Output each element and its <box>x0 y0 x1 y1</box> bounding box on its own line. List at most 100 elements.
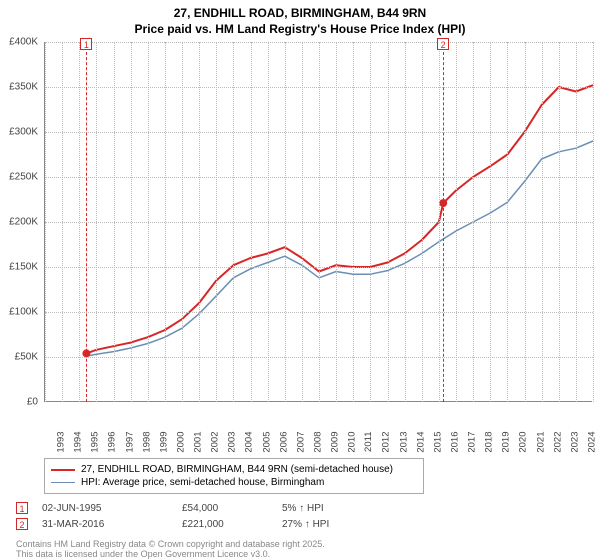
gridline-vertical <box>165 42 166 402</box>
x-tick-label: 1997 <box>124 432 135 453</box>
legend-swatch <box>51 469 75 471</box>
x-tick-label: 2015 <box>432 432 443 453</box>
event-id-marker: 1 <box>16 502 28 514</box>
gridline-vertical <box>182 42 183 402</box>
x-axis: 1993199419951996199719981999200020012002… <box>44 404 592 434</box>
gridline-vertical <box>593 42 594 402</box>
event-line <box>86 42 87 402</box>
x-tick-label: 2022 <box>552 432 563 453</box>
gridline-vertical <box>542 42 543 402</box>
event-date: 02-JUN-1995 <box>42 503 182 514</box>
y-tick-label: £0 <box>27 397 38 408</box>
gridline-vertical <box>216 42 217 402</box>
gridline-vertical <box>45 42 46 402</box>
gridline-vertical <box>507 42 508 402</box>
gridline-vertical <box>285 42 286 402</box>
legend: 27, ENDHILL ROAD, BIRMINGHAM, B44 9RN (s… <box>44 458 424 494</box>
gridline-vertical <box>79 42 80 402</box>
gridline-vertical <box>62 42 63 402</box>
title-line-1: 27, ENDHILL ROAD, BIRMINGHAM, B44 9RN <box>0 6 600 22</box>
footer: Contains HM Land Registry data © Crown c… <box>16 540 325 560</box>
x-tick-label: 1994 <box>73 432 84 453</box>
legend-label: 27, ENDHILL ROAD, BIRMINGHAM, B44 9RN (s… <box>81 464 393 475</box>
y-tick-label: £200K <box>9 217 38 228</box>
x-tick-label: 2014 <box>415 432 426 453</box>
gridline-vertical <box>148 42 149 402</box>
chart-title: 27, ENDHILL ROAD, BIRMINGHAM, B44 9RN Pr… <box>0 0 600 37</box>
gridline-vertical <box>559 42 560 402</box>
x-tick-label: 2024 <box>587 432 598 453</box>
x-tick-label: 2020 <box>518 432 529 453</box>
y-tick-label: £250K <box>9 172 38 183</box>
y-axis: £0£50K£100K£150K£200K£250K£300K£350K£400… <box>0 42 42 402</box>
y-tick-label: £50K <box>15 352 38 363</box>
event-price: £221,000 <box>182 519 282 530</box>
x-tick-label: 2023 <box>569 432 580 453</box>
event-id-marker: 2 <box>16 518 28 530</box>
x-tick-label: 2000 <box>176 432 187 453</box>
x-tick-label: 2007 <box>295 432 306 453</box>
gridline-vertical <box>490 42 491 402</box>
x-tick-label: 2006 <box>278 432 289 453</box>
x-tick-label: 2002 <box>210 432 221 453</box>
y-tick-label: £300K <box>9 127 38 138</box>
gridline-vertical <box>388 42 389 402</box>
gridline-vertical <box>405 42 406 402</box>
x-tick-label: 1998 <box>141 432 152 453</box>
x-tick-label: 2001 <box>193 432 204 453</box>
events-table: 102-JUN-1995£54,0005% ↑ HPI231-MAR-2016£… <box>16 500 362 532</box>
x-tick-label: 2005 <box>261 432 272 453</box>
event-price: £54,000 <box>182 503 282 514</box>
x-tick-label: 1996 <box>107 432 118 453</box>
legend-row: HPI: Average price, semi-detached house,… <box>51 476 417 489</box>
x-tick-label: 1995 <box>90 432 101 453</box>
gridline-vertical <box>422 42 423 402</box>
gridline-vertical <box>233 42 234 402</box>
event-delta: 5% ↑ HPI <box>282 503 362 514</box>
y-tick-label: £150K <box>9 262 38 273</box>
event-marker-box: 2 <box>437 38 449 50</box>
gridline-vertical <box>439 42 440 402</box>
x-tick-label: 2016 <box>450 432 461 453</box>
x-tick-label: 2011 <box>363 432 374 452</box>
series-hpi <box>86 141 593 356</box>
gridline-vertical <box>456 42 457 402</box>
x-tick-label: 2009 <box>330 432 341 453</box>
legend-row: 27, ENDHILL ROAD, BIRMINGHAM, B44 9RN (s… <box>51 463 417 476</box>
legend-label: HPI: Average price, semi-detached house,… <box>81 477 324 488</box>
x-tick-label: 2017 <box>467 432 478 453</box>
gridline-vertical <box>114 42 115 402</box>
title-line-2: Price paid vs. HM Land Registry's House … <box>0 22 600 38</box>
gridline-vertical <box>268 42 269 402</box>
gridline-vertical <box>251 42 252 402</box>
x-tick-label: 2012 <box>381 432 392 453</box>
gridline-vertical <box>319 42 320 402</box>
event-line <box>443 42 444 402</box>
x-tick-label: 2018 <box>484 432 495 453</box>
gridline-vertical <box>199 42 200 402</box>
x-tick-label: 2019 <box>501 432 512 453</box>
x-tick-label: 2003 <box>227 432 238 453</box>
y-tick-label: £400K <box>9 37 38 48</box>
event-row: 231-MAR-2016£221,00027% ↑ HPI <box>16 516 362 532</box>
event-delta: 27% ↑ HPI <box>282 519 362 530</box>
plot-area: 12 <box>44 42 592 402</box>
gridline-vertical <box>302 42 303 402</box>
x-tick-label: 2010 <box>347 432 358 453</box>
gridline-vertical <box>336 42 337 402</box>
chart-area: £0£50K£100K£150K£200K£250K£300K£350K£400… <box>0 42 600 422</box>
footer-line-2: This data is licensed under the Open Gov… <box>16 550 325 560</box>
x-tick-label: 2021 <box>535 432 546 453</box>
x-tick-label: 2004 <box>244 432 255 453</box>
gridline-vertical <box>131 42 132 402</box>
gridline-vertical <box>576 42 577 402</box>
x-tick-label: 2013 <box>398 432 409 453</box>
chart-container: 27, ENDHILL ROAD, BIRMINGHAM, B44 9RN Pr… <box>0 0 600 560</box>
gridline-vertical <box>370 42 371 402</box>
event-marker-box: 1 <box>80 38 92 50</box>
gridline-vertical <box>473 42 474 402</box>
gridline-vertical <box>96 42 97 402</box>
gridline-vertical <box>353 42 354 402</box>
x-tick-label: 2008 <box>313 432 324 453</box>
x-tick-label: 1999 <box>158 432 169 453</box>
